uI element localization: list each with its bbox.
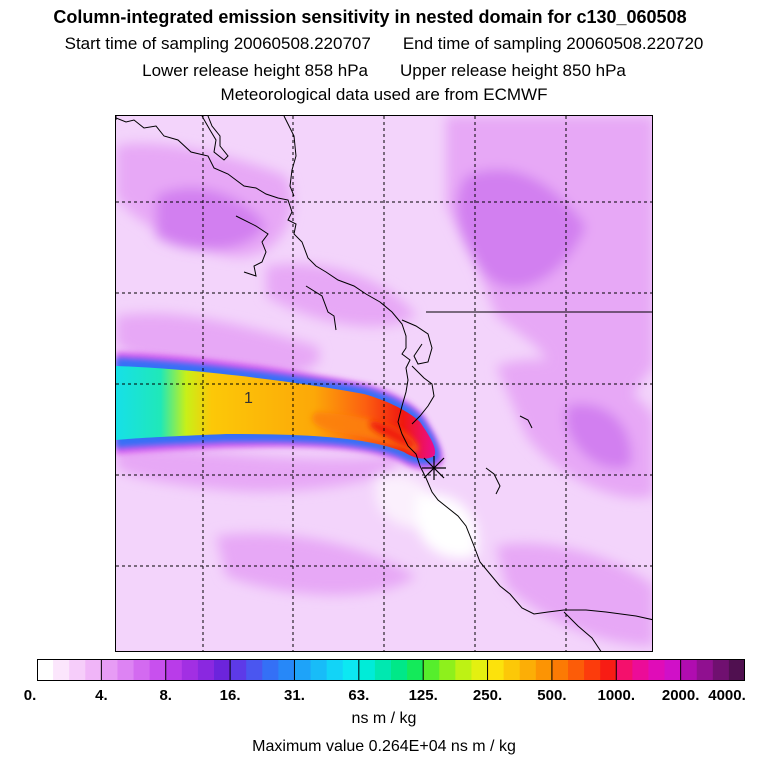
colorbar-swatch	[326, 659, 344, 681]
plume-label: 1	[244, 390, 253, 407]
colorbar-swatch	[278, 659, 295, 681]
colorbar-tick-label: 2000.	[661, 687, 700, 704]
colorbar-swatch	[101, 659, 118, 681]
colorbar-swatch	[197, 659, 215, 681]
colorbar-swatch	[214, 659, 231, 681]
release-heights: Lower release height 858 hPa Upper releas…	[0, 60, 768, 82]
colorbar-swatch	[487, 659, 505, 681]
colorbar	[37, 659, 745, 681]
map-canvas: 1	[116, 116, 652, 651]
colorbar-swatch	[374, 659, 392, 681]
colorbar-swatch	[584, 659, 601, 681]
colorbar-swatch	[616, 659, 633, 681]
colorbar-tick-label: 4000.	[708, 687, 746, 704]
colorbar-tick-label: 0.	[23, 687, 37, 704]
colorbar-swatch	[85, 659, 102, 681]
maximum-value-label: Maximum value 0.264E+04 ns m / kg	[252, 738, 516, 755]
colorbar-tick-label: 4.	[95, 687, 108, 704]
colorbar-swatch	[423, 659, 440, 681]
colorbar-swatch	[133, 659, 151, 681]
colorbar-swatch	[407, 659, 424, 681]
colorbar-swatch	[37, 659, 54, 681]
colorbar-swatch	[69, 659, 86, 681]
colorbar-swatch	[391, 659, 408, 681]
colorbar-swatch	[632, 659, 649, 681]
colorbar-swatch	[294, 659, 312, 681]
plot-title: Column-integrated emission sensitivity i…	[53, 7, 687, 27]
colorbar-swatch	[696, 659, 714, 681]
colorbar-tick-label: 125.	[408, 687, 438, 704]
coastlines	[116, 116, 652, 651]
end-time-label: End time of sampling 20060508.220720	[402, 34, 704, 53]
colorbar-swatch	[181, 659, 199, 681]
emission-plume: 1	[116, 352, 443, 470]
colorbar-swatch	[664, 659, 682, 681]
colorbar-swatch	[149, 659, 167, 681]
colorbar-border	[37, 659, 745, 681]
upper-height-label: Upper release height 850 hPa	[400, 61, 626, 80]
start-time-label: Start time of sampling 20060508.220707	[64, 34, 371, 53]
colorbar-swatch	[600, 659, 617, 681]
colorbar-units: ns m / kg	[351, 710, 417, 727]
colorbar-swatch	[535, 659, 553, 681]
colorbar-tick-label: 8.	[159, 687, 172, 704]
colorbar-swatch	[519, 659, 537, 681]
colorbar-swatch	[551, 659, 569, 681]
colorbar-tick-label: 31.	[284, 687, 305, 704]
colorbar-swatch	[310, 659, 328, 681]
sensitivity-blotches	[116, 116, 652, 646]
colorbar-swatch	[503, 659, 521, 681]
colorbar-swatch	[262, 659, 279, 681]
sampling-times: Start time of sampling 20060508.220707 En…	[0, 33, 768, 55]
colorbar-swatch	[455, 659, 472, 681]
colorbar-swatch	[342, 659, 360, 681]
release-site-marker-icon	[422, 456, 446, 480]
colorbar-swatch	[165, 659, 183, 681]
colorbar-tick-label: 250.	[472, 687, 503, 704]
met-data-label: Meteorological data used are from ECMWF	[220, 85, 548, 104]
lower-height-label: Lower release height 858 hPa	[142, 61, 368, 80]
colorbar-tick-label: 16.	[219, 687, 241, 704]
colorbar-tick-label: 63.	[348, 687, 370, 704]
colorbar-swatch	[568, 659, 585, 681]
colorbar-swatch	[230, 659, 247, 681]
colorbar-swatch	[680, 659, 698, 681]
colorbar-swatch	[246, 659, 263, 681]
colorbar-swatch	[53, 659, 70, 681]
colorbar-swatch	[117, 659, 135, 681]
colorbar-swatch	[439, 659, 456, 681]
colorbar-tick-label: 500.	[537, 687, 567, 704]
sensitivity-map: 1	[115, 115, 653, 652]
colorbar-tick-label: 1000.	[597, 687, 636, 704]
colorbar-swatch	[358, 659, 376, 681]
colorbar-swatch	[471, 659, 489, 681]
colorbar-swatch	[648, 659, 666, 681]
colorbar-swatch	[712, 659, 730, 681]
colorbar-swatch	[728, 659, 745, 681]
